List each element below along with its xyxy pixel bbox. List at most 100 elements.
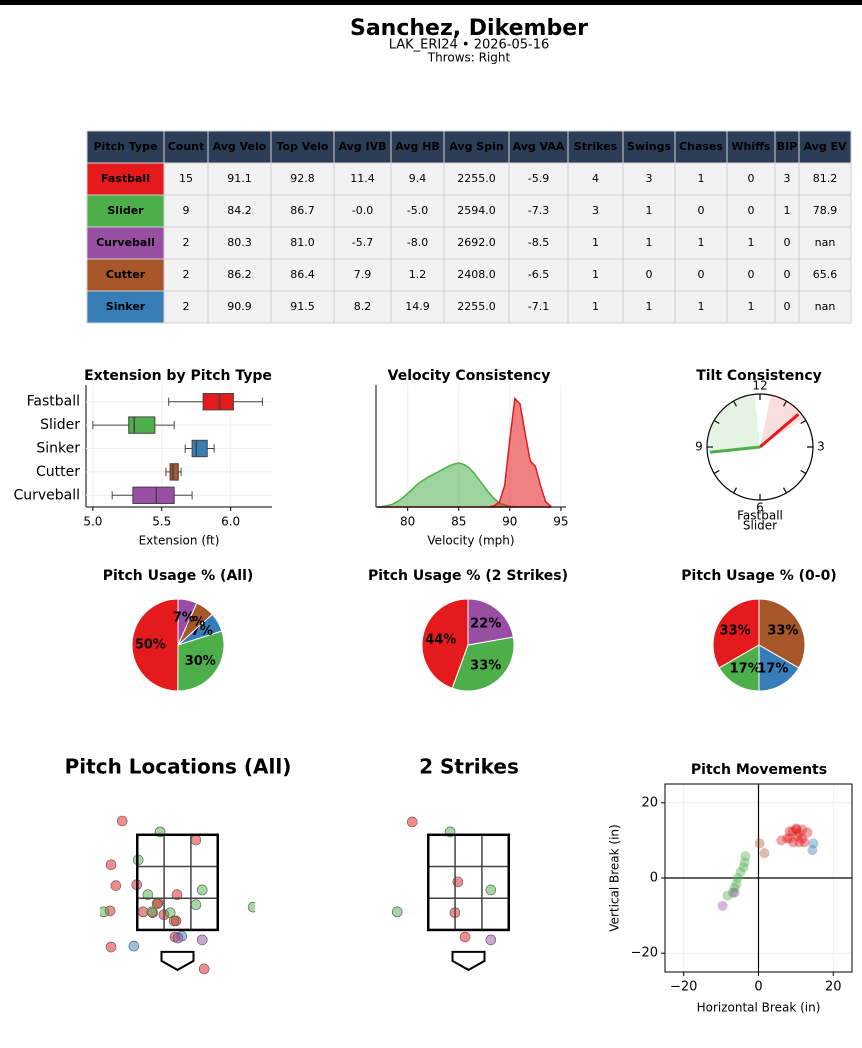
pie-slice (758, 598, 806, 669)
pitch-type-cell (86, 258, 165, 292)
box (132, 486, 175, 504)
pitch-point (740, 851, 751, 862)
plot-area (99, 815, 256, 975)
column-header: Avg HB (395, 140, 440, 153)
strike-zone (135, 833, 220, 932)
table-cell (726, 226, 776, 260)
pie-slice (421, 598, 469, 689)
column-header: Avg EV (803, 140, 847, 153)
cell-value: 2 (183, 268, 190, 281)
column-header: Chases (679, 140, 723, 153)
cell-value: 1 (698, 236, 705, 249)
pie-slice (177, 630, 225, 692)
pitch-point (142, 889, 154, 901)
column-header: Avg Velo (213, 140, 267, 153)
pitch-point (198, 963, 210, 975)
legend-label: Slider (743, 519, 777, 533)
header-cell (622, 130, 676, 164)
pitch-point (759, 848, 770, 859)
table-cell (270, 226, 335, 260)
pitch-type: Fastball (101, 172, 150, 185)
x-tick-label: 95 (553, 515, 568, 529)
pie-slice (451, 636, 515, 692)
cell-value: 84.2 (227, 204, 252, 217)
pitch-point (459, 931, 471, 943)
x-tick-label: 20 (825, 980, 842, 995)
cell-value: -5.9 (528, 172, 549, 185)
table-cell (390, 226, 445, 260)
table-cell (270, 162, 335, 196)
cell-value: 0 (698, 204, 705, 217)
pitch-type: Cutter (106, 268, 146, 281)
pitch-type: Curveball (96, 236, 155, 249)
cell-value: 1 (592, 300, 599, 313)
header-cell (798, 130, 852, 164)
cell-value: -5.7 (352, 236, 373, 249)
x-axis-label: Velocity (mph) (427, 534, 514, 548)
cell-value: 3 (646, 172, 653, 185)
pitch-point (146, 906, 158, 918)
pitch-point (717, 900, 728, 911)
chart: Pitch Movements −20 0 20 −20 0 20 Horizontal Br… (608, 762, 853, 1015)
chart-title: Velocity Consistency (388, 368, 551, 384)
slice-label: 17% (730, 661, 761, 676)
chart: Pitch Usage % (2 Strikes) 44% 33% 22% (368, 568, 568, 692)
pitch-point (797, 833, 808, 844)
pitch-point (787, 826, 798, 837)
cell-value: 81.0 (290, 236, 315, 249)
cell-value: 1 (784, 204, 791, 217)
x-tick-label: 5.5 (152, 515, 171, 529)
pitch-point (735, 866, 746, 877)
slice-label: 17% (757, 661, 788, 676)
chart-title: Pitch Usage % (0-0) (681, 568, 836, 584)
stats-table: Pitch Type Count Avg Velo Top Velo Avg IVB Av… (86, 130, 852, 324)
pitch-point (782, 833, 793, 844)
table-cell (207, 290, 272, 324)
table-cell (567, 226, 624, 260)
x-tick-label: 85 (451, 515, 466, 529)
pitch-point (791, 824, 802, 835)
cell-value: 90.9 (227, 300, 252, 313)
pie-slice (177, 598, 198, 646)
cell-value: 81.2 (813, 172, 838, 185)
pitch-point (485, 884, 497, 896)
table-cell (726, 162, 776, 196)
slice-label: 33% (720, 624, 751, 639)
home-plate (451, 950, 486, 972)
chart-title: 2 Strikes (419, 755, 519, 779)
cell-value: 86.4 (290, 268, 315, 281)
chart-title: Tilt Consistency (696, 368, 822, 384)
y-tick-label: Sinker (36, 441, 80, 457)
cell-value: 15 (179, 172, 193, 185)
column-header: Avg IVB (339, 140, 387, 153)
cell-value: 1 (698, 172, 705, 185)
hour-mark (713, 419, 720, 425)
cell-value: 1 (646, 236, 653, 249)
column-header: Whiffs (731, 140, 771, 153)
header-cell (508, 130, 569, 164)
cell-value: 1.2 (409, 268, 427, 281)
box (191, 439, 208, 458)
slice-label: 33% (470, 659, 501, 674)
table-cell (390, 258, 445, 292)
x-tick-label: 6.0 (221, 515, 240, 529)
pitch-point (732, 873, 743, 883)
clock-label: 6 (756, 501, 764, 515)
cell-value: 92.8 (290, 172, 315, 185)
hour-mark (782, 400, 788, 407)
cell-value: 0 (646, 268, 653, 281)
pitch-point (105, 941, 117, 953)
pitch-point (799, 837, 810, 848)
pitch-point (116, 815, 128, 827)
hour-mark (732, 400, 738, 407)
page-title: Sanchez, Dikember (350, 16, 588, 41)
cell-value: 0 (748, 268, 755, 281)
y-tick-label: Cutter (36, 464, 80, 480)
cell-value: 91.1 (227, 172, 252, 185)
cell-value: 2408.0 (457, 268, 496, 281)
chart: Extension by Pitch Type 5.0 5.5 6.0Extensio… (13, 368, 272, 548)
table-cell (622, 226, 676, 260)
cell-value: -0.0 (352, 204, 373, 217)
table-cell (270, 290, 335, 324)
